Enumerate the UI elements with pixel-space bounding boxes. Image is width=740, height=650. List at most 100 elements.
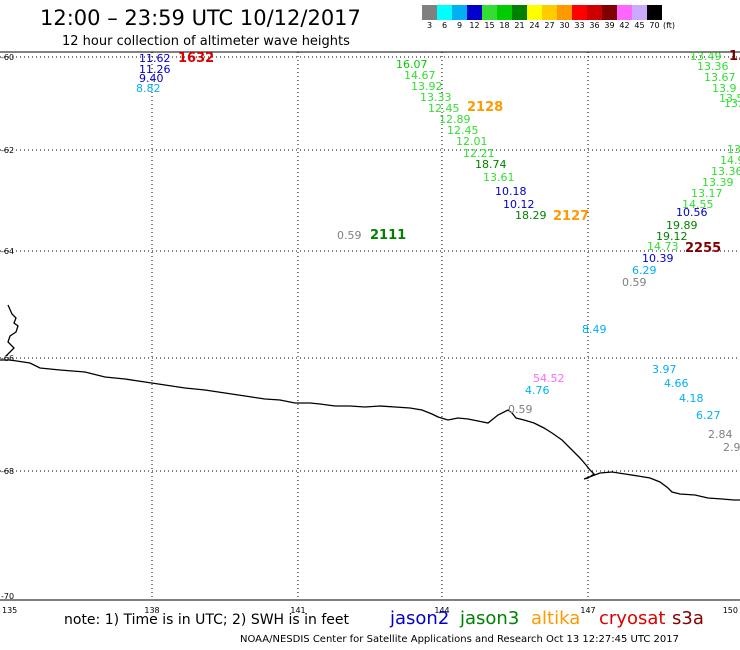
wave-height-label: 54.52 xyxy=(533,372,565,385)
satellite-altika-label: altika xyxy=(531,608,581,629)
legend-swatch xyxy=(602,5,617,20)
wave-height-label: 13.36 xyxy=(697,60,729,73)
track-id-label: 1. xyxy=(729,49,740,64)
legend-swatch-label: 27 xyxy=(544,21,555,30)
wave-height-label: 14.73 xyxy=(647,240,679,253)
color-legend: 3 6 9 12 15 18 21 24 27 30 33 36 39 42 45 70 (ft) xyxy=(422,5,675,30)
wave-height-label: 9.40 xyxy=(139,72,164,85)
wave-height-label: 19.12 xyxy=(656,230,688,243)
wave-height-label: 10.18 xyxy=(495,185,527,198)
wave-height-label: 3.97 xyxy=(652,363,677,376)
legend-swatch xyxy=(572,5,587,20)
longitude-label: 135 xyxy=(2,606,17,615)
legend-swatch-label: 42 xyxy=(619,21,630,30)
wave-height-label: 13.9 xyxy=(712,82,737,95)
wave-height-label: 16.07 xyxy=(396,58,428,71)
map-grid: -60 -62 -64 -66 -68 -70 135 138 141 144 147 150 xyxy=(0,51,740,615)
legend-swatch xyxy=(497,5,512,20)
satellite-jason2-label: jason2 xyxy=(390,608,450,629)
wave-height-label: 12.21 xyxy=(463,147,495,160)
legend-swatch-label: 18 xyxy=(499,21,510,30)
wave-height-label: 14.67 xyxy=(404,69,436,82)
footer-note: note: 1) Time is in UTC; 2) SWH is in fe… xyxy=(64,612,350,628)
wave-height-label: 13. xyxy=(724,97,740,110)
wave-height-label: 13.39 xyxy=(702,176,734,189)
legend-swatch-label: 70 xyxy=(649,21,660,30)
page-title: 12:00 – 23:59 UTC 10/12/2017 xyxy=(40,6,361,30)
legend-labels: 3 6 9 12 15 18 21 24 27 30 33 36 39 42 45 70 (ft) xyxy=(422,21,675,30)
legend-swatch-label: 15 xyxy=(484,21,495,30)
wave-height-label: 12.45 xyxy=(447,124,479,137)
wave-height-label: 4.66 xyxy=(664,377,689,390)
wave-height-label: 4.18 xyxy=(679,392,704,405)
legend-swatch xyxy=(467,5,482,20)
wave-height-label: 13 xyxy=(727,143,740,156)
wave-height-label: 13.92 xyxy=(411,80,443,93)
wave-height-label: 11.62 xyxy=(139,52,171,65)
satellite-cryosat-label: cryosat xyxy=(599,608,666,629)
wave-height-label: 13.33 xyxy=(420,91,452,104)
legend-swatch xyxy=(587,5,602,20)
legend-swatch xyxy=(452,5,467,20)
wave-height-label: 2.84 xyxy=(708,428,733,441)
wave-height-label: 12.01 xyxy=(456,135,488,148)
legend-swatch xyxy=(527,5,542,20)
wave-height-label: 18.74 xyxy=(475,158,507,171)
longitude-label: 150 xyxy=(723,606,738,615)
credit-line: NOAA/NESDIS Center for Satellite Applica… xyxy=(240,634,679,645)
satellite-s3a-label: s3a xyxy=(672,608,704,629)
track-id-label: 2111 xyxy=(370,228,406,243)
wave-height-label: 8.82 xyxy=(136,82,161,95)
legend-swatch-label: 12 xyxy=(469,21,480,30)
wave-height-label: 13.36 xyxy=(711,165,740,178)
wave-height-label: 13.67 xyxy=(704,71,736,84)
legend-swatch xyxy=(437,5,452,20)
legend-swatch-label: 30 xyxy=(559,21,570,30)
page-subtitle: 12 hour collection of altimeter wave hei… xyxy=(62,34,350,49)
satellite-jason3-label: jason3 xyxy=(460,608,520,629)
wave-height-label: 8.49 xyxy=(582,323,607,336)
longitude-label: 147 xyxy=(580,606,595,615)
wave-height-label: 10.39 xyxy=(642,252,674,265)
wave-height-label: 11.26 xyxy=(139,63,171,76)
wave-height-label: 0.59 xyxy=(337,229,362,242)
latitude-label: -66 xyxy=(1,354,14,363)
wave-height-label: 13.17 xyxy=(691,187,723,200)
wave-height-label: 0.59 xyxy=(508,403,533,416)
legend-swatch xyxy=(512,5,527,20)
antarctic-coastline xyxy=(0,304,740,501)
legend-swatch-label: 33 xyxy=(574,21,585,30)
legend-swatch-label: 45 xyxy=(634,21,645,30)
latitude-label: -68 xyxy=(1,467,14,476)
longitude-label: 138 xyxy=(144,606,159,615)
legend-swatch xyxy=(557,5,572,20)
track-id-label: 2255 xyxy=(685,241,721,256)
wave-height-label: 4.76 xyxy=(525,384,550,397)
latitude-label: -70 xyxy=(1,592,14,601)
latitude-label: -64 xyxy=(1,247,14,256)
legend-swatch xyxy=(542,5,557,20)
longitude-label: 141 xyxy=(290,606,305,615)
wave-height-label: 2.9 xyxy=(723,441,740,454)
wave-height-label: 6.27 xyxy=(696,409,721,422)
wave-height-label: 6.29 xyxy=(632,264,657,277)
wave-height-label: 10.12 xyxy=(503,198,535,211)
track-id-label: 1632 xyxy=(178,51,214,66)
wave-height-label: 0.59 xyxy=(622,276,647,289)
wave-height-label: 18.29 xyxy=(515,209,547,222)
legend-unit: (ft) xyxy=(663,21,676,30)
legend-swatch xyxy=(482,5,497,20)
latitude-label: -62 xyxy=(1,146,14,155)
track-labels: 1632 2128 2111 2127 2255 1. 11.6211.269.408.82… xyxy=(136,49,740,454)
track-id-label: 2128 xyxy=(467,100,503,115)
wave-height-label: 14.9 xyxy=(720,154,740,167)
legend-swatch-label: 36 xyxy=(589,21,600,30)
legend-swatch-label: 21 xyxy=(514,21,525,30)
legend-swatch-label: 3 xyxy=(426,21,433,30)
latitude-label: -60 xyxy=(1,53,14,62)
wave-height-label: 10.56 xyxy=(676,206,708,219)
wave-height-label: 12.45 xyxy=(428,102,460,115)
legend-swatch-label: 9 xyxy=(456,21,463,30)
legend-swatch xyxy=(617,5,632,20)
